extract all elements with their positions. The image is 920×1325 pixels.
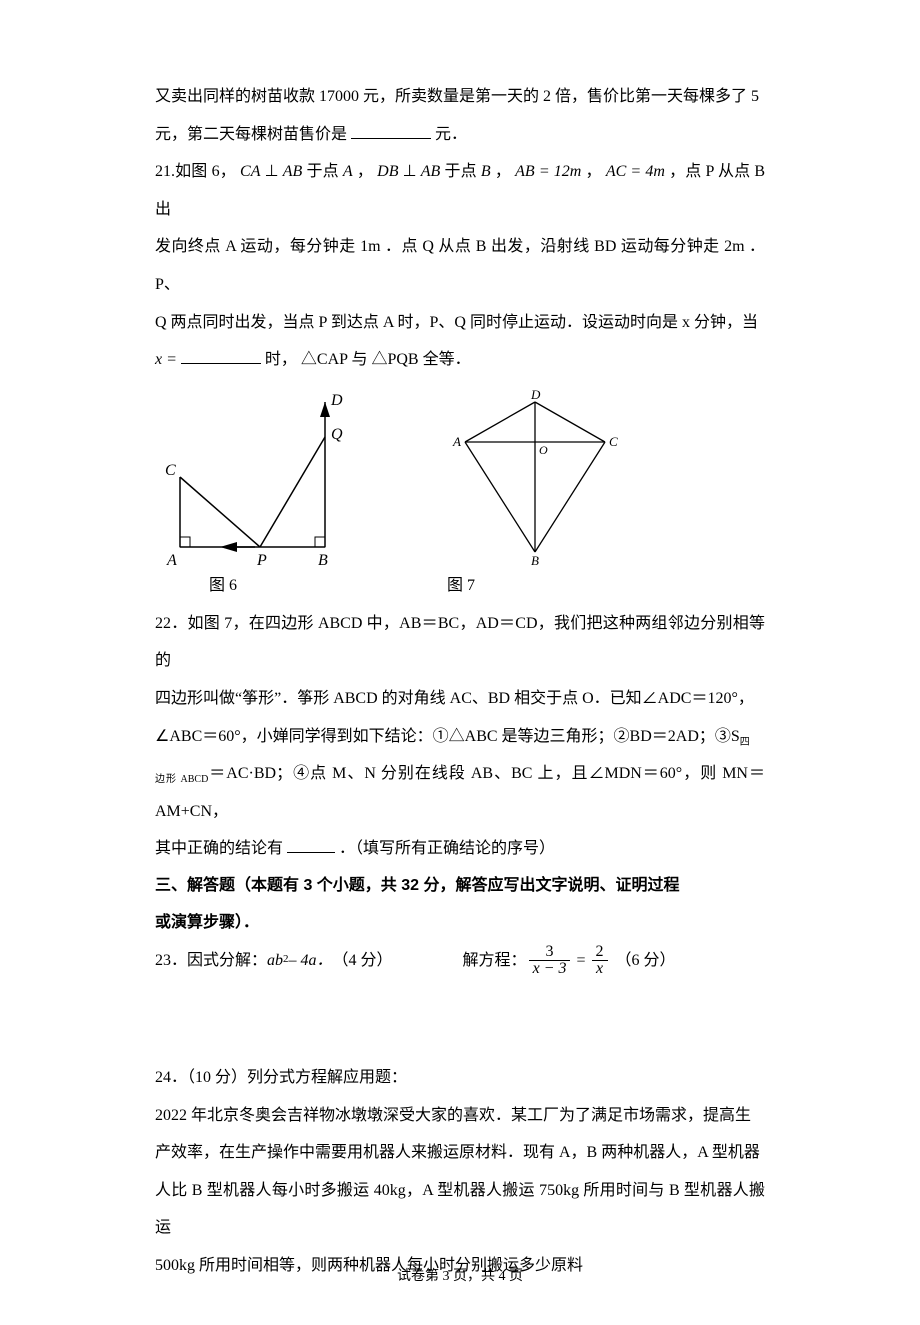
section-3-title-l1: 三、解答题（本题有 3 个小题，共 32 分，解答应写出文字说明、证明过程 bbox=[155, 868, 765, 905]
figure-7-block: D A C O B bbox=[445, 387, 625, 567]
q21-abeq: AB = 12m bbox=[515, 163, 581, 180]
q21-A: A bbox=[343, 163, 353, 180]
q21-line4c: △CAP 与 △PQB 全等． bbox=[301, 351, 471, 368]
q22-line5: 其中正确的结论有 ．（填写所有正确结论的序号） bbox=[155, 830, 765, 868]
q21-at1: 于点 bbox=[306, 163, 338, 180]
q22-sub1: 四 bbox=[740, 737, 750, 748]
q22-blank[interactable] bbox=[287, 836, 335, 853]
q23-left-label: 23．因式分解： bbox=[155, 942, 267, 980]
q22-line3: ∠ABC＝60°，小婵同学得到如下结论：①△ABC 是等边三角形；②BD＝2AD… bbox=[155, 718, 765, 756]
q20-line2b: 元． bbox=[435, 126, 467, 143]
q21-perp1: ⊥ bbox=[265, 163, 279, 180]
svg-text:Q: Q bbox=[331, 426, 343, 443]
q23-frac2: 2 x bbox=[592, 944, 608, 977]
q22-line5b: ．（填写所有正确结论的序号） bbox=[339, 840, 555, 857]
q21-ca: CA bbox=[240, 163, 260, 180]
q20-line2a: 元，第二天每棵树苗售价是 bbox=[155, 126, 347, 143]
q21-aceq: AC = 4m bbox=[606, 163, 665, 180]
svg-text:A: A bbox=[452, 434, 461, 449]
q22-line3a: ∠ABC＝60°，小婵同学得到如下结论：①△ABC 是等边三角形；②BD＝2AD… bbox=[155, 728, 740, 745]
q21-c1: ， bbox=[357, 163, 373, 180]
svg-text:B: B bbox=[318, 552, 328, 567]
q21-B: B bbox=[481, 163, 491, 180]
figure-6-block: A B C D P Q bbox=[165, 387, 355, 567]
figure-7-svg: D A C O B bbox=[445, 387, 625, 567]
q21-line4: x = 时， △CAP 与 △PQB 全等． bbox=[155, 341, 765, 379]
q23-frac2-den: x bbox=[592, 961, 608, 977]
q24-line3: 人比 B 型机器人每小时多搬运 40kg，A 型机器人搬运 750kg 所用时间… bbox=[155, 1172, 765, 1247]
figure-caption-row: 图 6 图 7 bbox=[155, 571, 765, 595]
figure-6-svg: A B C D P Q bbox=[165, 387, 355, 567]
figure-row: A B C D P Q D A C O B bbox=[155, 387, 765, 567]
q22-line4a: ＝AC·BD；④点 M、N 分别在线段 AB、BC 上，且∠MDN＝60°，则 … bbox=[155, 765, 765, 820]
q20-line1: 又卖出同样的树苗收款 17000 元，所卖数量是第一天的 2 倍，售价比第一天每… bbox=[155, 78, 765, 116]
q23-equation: 3 x − 3 = 2 x bbox=[527, 942, 610, 980]
q21-line1: 21.如图 6， CA ⊥ AB 于点 A ， DB ⊥ AB 于点 B ， A… bbox=[155, 153, 765, 228]
q21-line2: 发向终点 A 运动，每分钟走 1m ．点 Q 从点 B 出发，沿射线 BD 运动… bbox=[155, 228, 765, 303]
q21-blank[interactable] bbox=[181, 347, 261, 364]
svg-text:P: P bbox=[256, 552, 267, 567]
q23-frac1-den: x − 3 bbox=[529, 961, 571, 977]
q21-line4b: 时， bbox=[265, 351, 297, 368]
q21-ab2: AB bbox=[421, 163, 441, 180]
svg-text:C: C bbox=[165, 462, 176, 479]
q24-head: 24．（10 分）列分式方程解应用题： bbox=[155, 1059, 765, 1097]
section-3-title-l2: 或演算步骤）． bbox=[155, 905, 765, 942]
q21-line3: Q 两点同时出发，当点 P 到达点 A 时，P、Q 同时停止运动．设运动时向是 … bbox=[155, 304, 765, 342]
page-footer: 试卷第 3 页，共 4 页 bbox=[155, 1265, 765, 1285]
q23-expr-a: ab bbox=[267, 942, 283, 980]
figure-6-caption: 图 6 bbox=[209, 571, 237, 595]
q22-line2: 四边形叫做“筝形”．筝形 ABCD 的对角线 AC、BD 相交于点 O．已知∠A… bbox=[155, 680, 765, 718]
q23-frac1-num: 3 bbox=[529, 944, 571, 961]
q21-db: DB bbox=[377, 163, 398, 180]
q23-row: 23．因式分解： ab 2 – 4a． （4 分） 解方程： 3 x − 3 = … bbox=[155, 942, 765, 980]
q22-line5a: 其中正确的结论有 bbox=[155, 840, 283, 857]
q21-c2: ， bbox=[495, 163, 511, 180]
q21-c3: ， bbox=[586, 163, 602, 180]
q22-line1: 22．如图 7，在四边形 ABCD 中，AB＝BC，AD＝CD，我们把这种两组邻… bbox=[155, 605, 765, 680]
q20-blank[interactable] bbox=[351, 122, 431, 139]
svg-text:D: D bbox=[530, 387, 541, 402]
svg-text:D: D bbox=[330, 392, 343, 409]
q23-right-pts: （6 分） bbox=[616, 942, 676, 980]
q23-expr-b: – 4a． bbox=[289, 942, 333, 980]
svg-text:B: B bbox=[531, 553, 539, 567]
q23-right-label: 解方程： bbox=[463, 942, 527, 980]
q22-line4: 边形 ABCD＝AC·BD；④点 M、N 分别在线段 AB、BC 上，且∠MDN… bbox=[155, 755, 765, 830]
figure-7-caption: 图 7 bbox=[447, 571, 475, 595]
q24-line2: 产效率，在生产操作中需要用机器人来搬运原材料．现有 A，B 两种机器人，A 型机… bbox=[155, 1134, 765, 1172]
svg-text:O: O bbox=[539, 443, 548, 457]
svg-text:C: C bbox=[609, 434, 618, 449]
q20-line2: 元，第二天每棵树苗售价是 元． bbox=[155, 116, 765, 154]
q24-line1: 2022 年北京冬奥会吉祥物冰墩墩深受大家的喜欢．某工厂为了满足市场需求，提高生 bbox=[155, 1097, 765, 1135]
q23-frac1: 3 x − 3 bbox=[529, 944, 571, 977]
q21-at2: 于点 bbox=[444, 163, 476, 180]
q23-left-pts: （4 分） bbox=[333, 942, 393, 980]
q22-sub2: 边形 ABCD bbox=[155, 774, 208, 785]
q21-perp2: ⊥ bbox=[403, 163, 417, 180]
svg-text:A: A bbox=[166, 552, 177, 567]
q21-x: x = bbox=[155, 351, 177, 368]
q23-frac2-num: 2 bbox=[592, 944, 608, 961]
q21-prefix: 21.如图 6， bbox=[155, 163, 236, 180]
q21-ab1: AB bbox=[283, 163, 303, 180]
q23-eq: = bbox=[576, 942, 585, 980]
